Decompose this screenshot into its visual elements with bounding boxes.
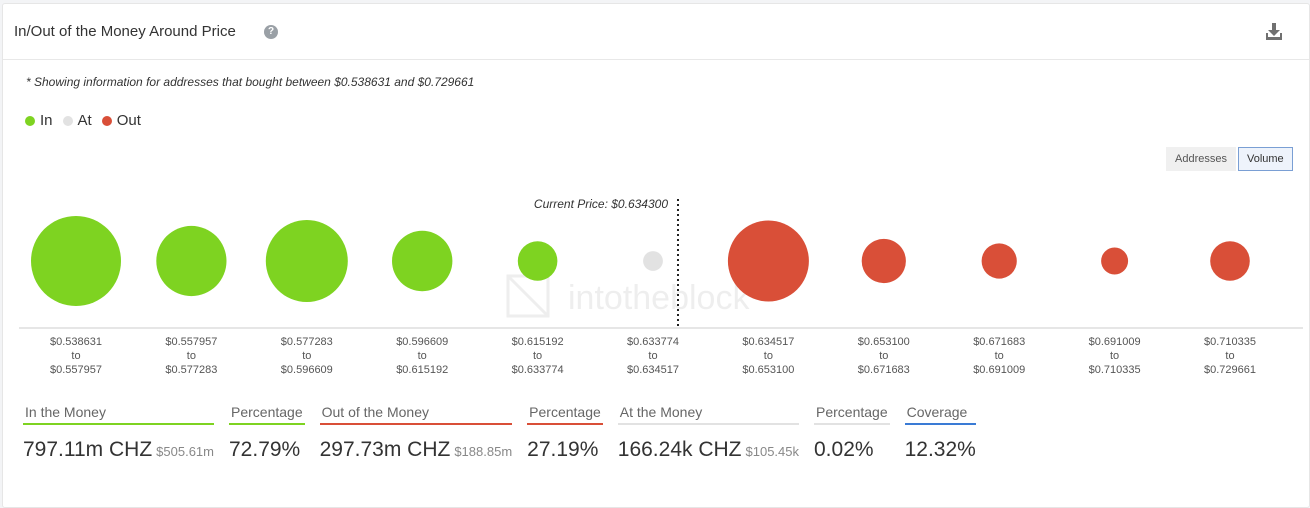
legend-label-in: In: [40, 112, 53, 129]
bubble-in[interactable]: [31, 216, 121, 306]
stat-out-of-the-money: Out of the Money 297.73m CHZ $188.85m: [319, 404, 513, 462]
legend-dot-at: [62, 115, 73, 126]
range-price-label: $0.671683: [858, 364, 910, 376]
legend-item-out[interactable]: Out: [101, 112, 141, 129]
range-price-label: $0.596609: [396, 336, 448, 348]
stat-label: Coverage: [904, 404, 976, 425]
range-price-label: $0.691009: [1089, 336, 1141, 348]
bubble-in[interactable]: [265, 220, 348, 302]
range-price-label: $0.710335: [1089, 364, 1141, 376]
stat-value: 797.11m CHZ $505.61m: [23, 438, 214, 461]
stat-label: Percentage: [229, 404, 305, 425]
bubble-out[interactable]: [861, 238, 906, 284]
range-price-label: $0.577283: [165, 364, 217, 376]
range-price-label: $0.653100: [858, 336, 910, 348]
stat-value: 27.19%: [527, 438, 599, 461]
bubble-out[interactable]: [1210, 241, 1250, 281]
bubble-in[interactable]: [392, 230, 453, 292]
legend-item-in[interactable]: In: [25, 112, 53, 129]
range-to-label: to: [71, 350, 80, 362]
bubble-chart: intotheblock $0.538631 to $0.557957 $0.5579…: [19, 197, 1303, 376]
legend-dot-in: [25, 115, 35, 126]
watermark-text: intotheblock: [568, 279, 750, 317]
download-icon[interactable]: [1265, 22, 1283, 42]
stat-label: Percentage: [527, 404, 603, 425]
stat-label: Out of the Money: [319, 404, 513, 425]
range-to-label: to: [418, 350, 427, 362]
range-to-label: to: [879, 350, 888, 362]
bubble-in[interactable]: [156, 225, 227, 297]
stat-label: Percentage: [814, 404, 890, 425]
range-price-label: $0.633774: [627, 336, 679, 348]
range-to-label: to: [648, 350, 657, 362]
range-to-label: to: [187, 350, 196, 362]
stat-value: 0.02%: [814, 438, 874, 461]
stat-out-percentage: Percentage 27.19%: [527, 404, 603, 462]
range-price-label: $0.653100: [742, 364, 794, 376]
range-price-label: $0.538631: [50, 336, 102, 348]
stat-label: At the Money: [617, 404, 799, 425]
metric-toggle: Addresses Volume: [1166, 147, 1293, 171]
range-to-label: to: [533, 350, 542, 362]
range-price-label: $0.729661: [1204, 364, 1256, 376]
range-to-label: to: [995, 350, 1004, 362]
question-circle-icon[interactable]: ?: [264, 25, 278, 39]
stat-value: 72.79%: [229, 438, 301, 461]
summary-stats: In the Money 797.11m CHZ $505.61m Percent…: [23, 404, 976, 462]
bubble-out[interactable]: [1101, 247, 1129, 275]
range-to-label: to: [302, 350, 311, 362]
stat-value: 297.73m CHZ $188.85m: [319, 438, 513, 461]
range-price-label: $0.557957: [165, 336, 217, 348]
stat-coverage: Coverage 12.32%: [904, 404, 976, 462]
stat-in-the-money: In the Money 797.11m CHZ $505.61m: [23, 404, 214, 462]
stat-in-percentage: Percentage 72.79%: [229, 404, 305, 462]
watermark: intotheblock: [506, 274, 750, 318]
range-note: * Showing information for addresses that…: [26, 75, 475, 89]
legend-dot-out: [101, 115, 112, 126]
bubble-at[interactable]: [643, 251, 663, 271]
range-price-label: $0.671683: [973, 336, 1025, 348]
stat-at-percentage: Percentage 0.02%: [814, 404, 890, 462]
bubble-out[interactable]: [981, 243, 1017, 279]
range-price-label: $0.710335: [1204, 336, 1256, 348]
bubble-in[interactable]: [517, 241, 558, 281]
range-price-label: $0.634517: [742, 336, 794, 348]
range-price-label: $0.633774: [512, 364, 564, 376]
range-price-label: $0.615192: [396, 364, 448, 376]
stat-value: 12.32%: [904, 438, 976, 461]
current-price-label: Current Price: $0.634300: [534, 197, 668, 211]
range-price-label: $0.615192: [512, 336, 564, 348]
stat-label: In the Money: [23, 404, 214, 425]
range-to-label: to: [1110, 350, 1119, 362]
in-out-money-card: In/Out of the Money Around Price ? * Sho…: [2, 3, 1310, 508]
bubble-out[interactable]: [727, 220, 809, 302]
legend: In At Out: [25, 112, 141, 129]
card-header: In/Out of the Money Around Price ?: [3, 4, 1309, 60]
range-price-label: $0.691009: [973, 364, 1025, 376]
stat-at-the-money: At the Money 166.24k CHZ $105.45k: [617, 404, 799, 462]
stat-value: 166.24k CHZ $105.45k: [617, 438, 799, 461]
legend-label-at: At: [77, 112, 92, 129]
legend-item-at[interactable]: At: [62, 112, 92, 129]
range-price-label: $0.634517: [627, 364, 679, 376]
range-price-label: $0.577283: [281, 336, 333, 348]
page-title: In/Out of the Money Around Price: [14, 23, 236, 40]
addresses-button[interactable]: Addresses: [1166, 147, 1236, 171]
legend-label-out: Out: [116, 112, 141, 129]
range-to-label: to: [1225, 350, 1234, 362]
range-price-label: $0.557957: [50, 364, 102, 376]
volume-button[interactable]: Volume: [1237, 147, 1293, 171]
range-price-label: $0.596609: [281, 364, 333, 376]
range-to-label: to: [764, 350, 773, 362]
